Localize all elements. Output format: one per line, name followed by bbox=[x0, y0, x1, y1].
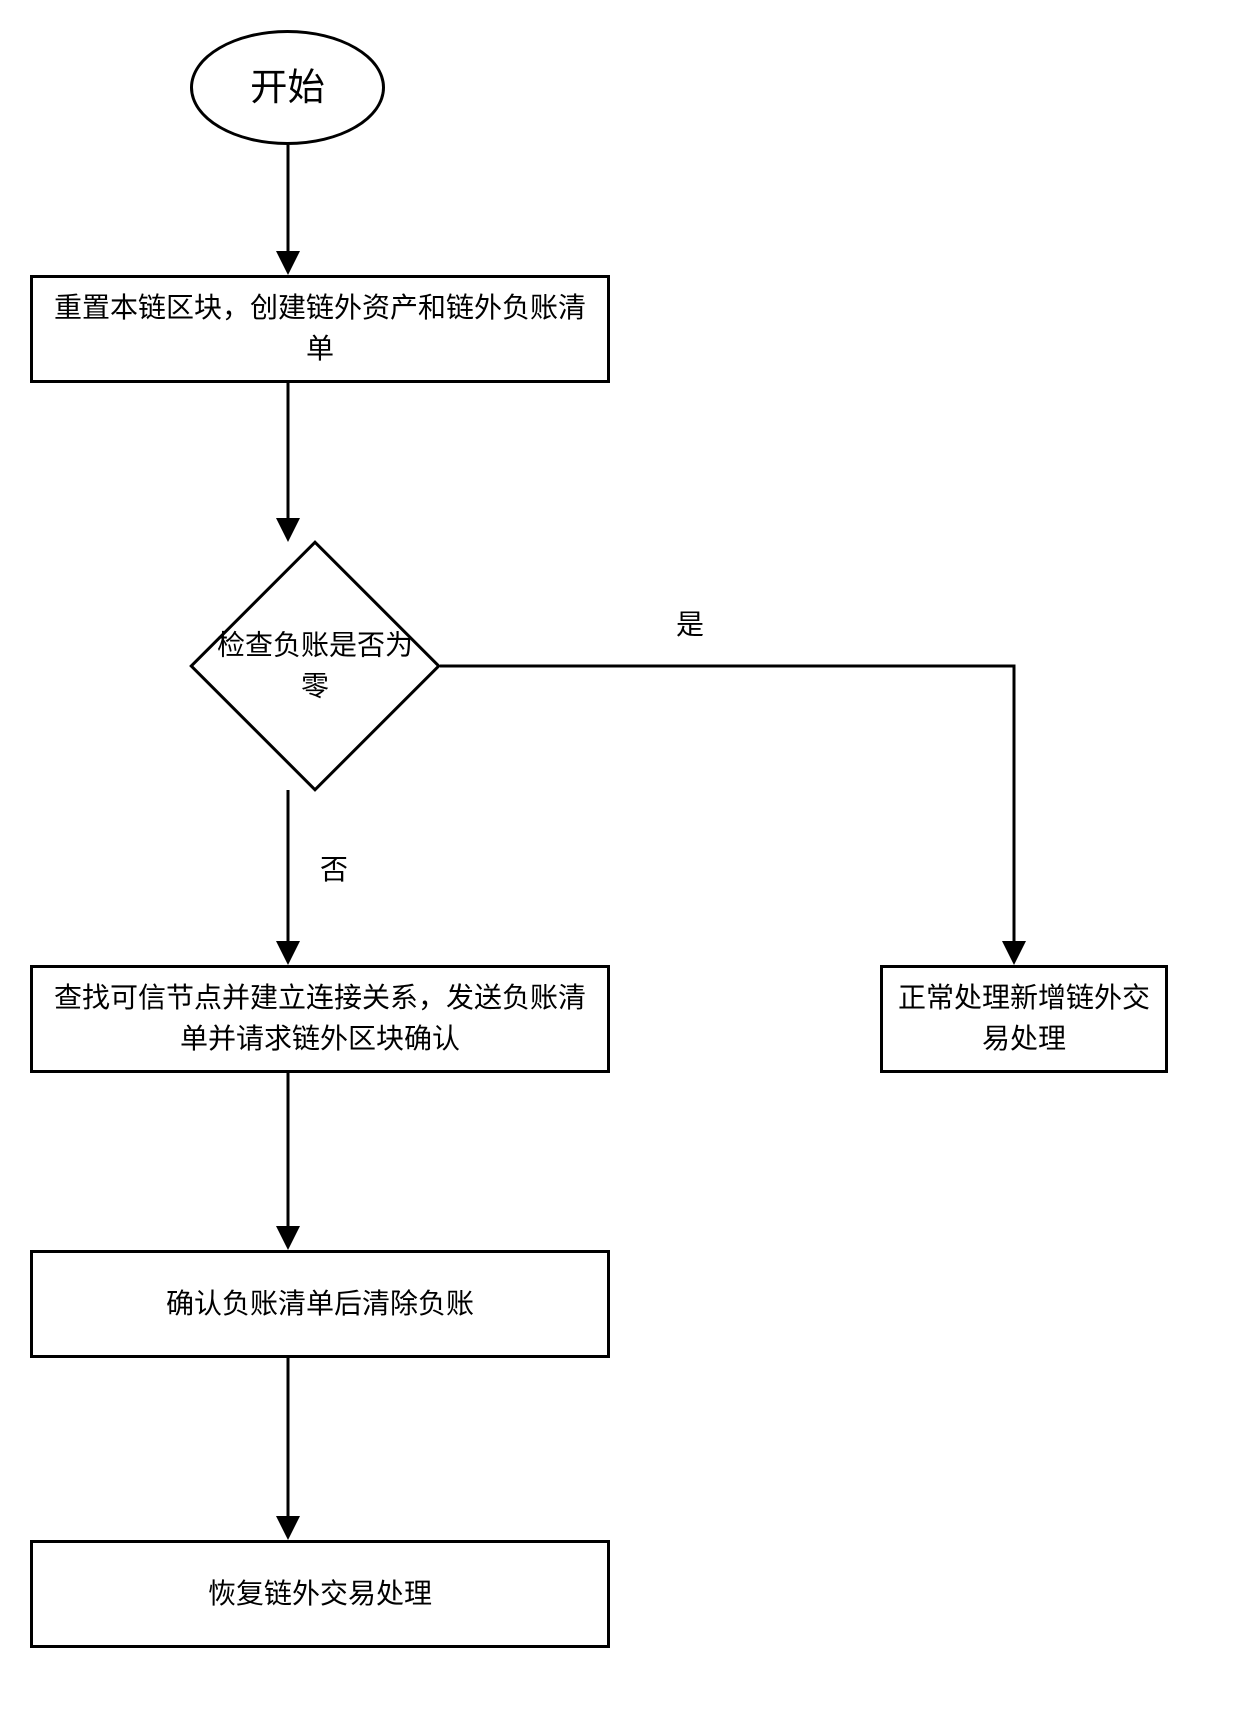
node-normal-process-label: 正常处理新增链外交易处理 bbox=[893, 978, 1155, 1059]
edge-label-yes: 是 bbox=[676, 603, 704, 643]
node-resume-tx: 恢复链外交易处理 bbox=[30, 1540, 610, 1648]
node-start: 开始 bbox=[190, 30, 385, 145]
node-start-label: 开始 bbox=[250, 60, 325, 114]
node-check-zero-label: 检查负账是否为零 bbox=[217, 629, 413, 701]
node-resume-tx-label: 恢复链外交易处理 bbox=[208, 1574, 432, 1615]
flowchart-canvas: 开始 重置本链区块，创建链外资产和链外负账清单 检查负账是否为零 查找可信节点并… bbox=[0, 0, 1240, 1727]
node-check-zero: 检查负账是否为零 bbox=[189, 540, 441, 792]
node-find-trusted: 查找可信节点并建立连接关系，发送负账清单并请求链外区块确认 bbox=[30, 965, 610, 1073]
edge-d1-p5 bbox=[440, 666, 1014, 961]
node-clear-debt-label: 确认负账清单后清除负账 bbox=[166, 1284, 474, 1325]
node-reset-block: 重置本链区块，创建链外资产和链外负账清单 bbox=[30, 275, 610, 383]
edge-label-no: 否 bbox=[320, 848, 348, 888]
node-find-trusted-label: 查找可信节点并建立连接关系，发送负账清单并请求链外区块确认 bbox=[45, 978, 595, 1059]
node-reset-block-label: 重置本链区块，创建链外资产和链外负账清单 bbox=[45, 288, 595, 369]
flowchart-edges bbox=[0, 0, 1240, 1727]
node-normal-process: 正常处理新增链外交易处理 bbox=[880, 965, 1168, 1073]
node-clear-debt: 确认负账清单后清除负账 bbox=[30, 1250, 610, 1358]
